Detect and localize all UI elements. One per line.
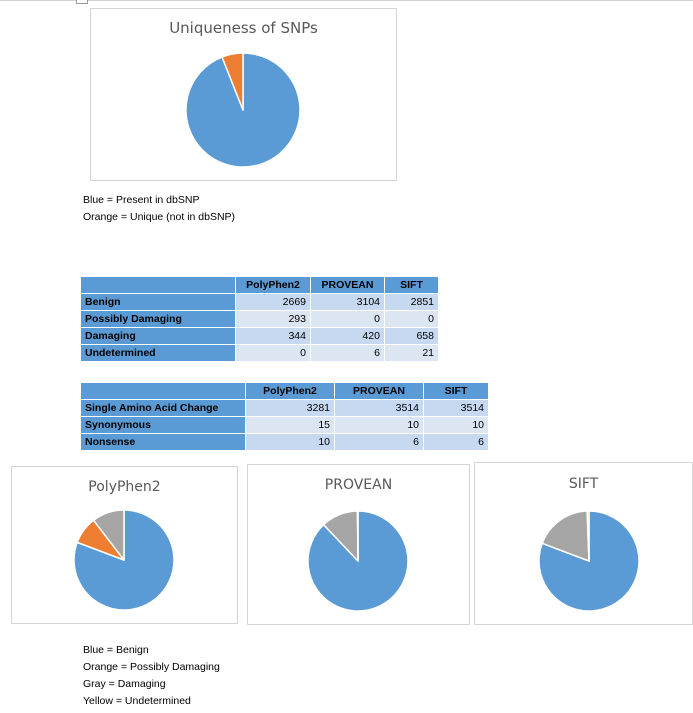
pie-slice[interactable] <box>538 510 640 612</box>
row-label: Benign <box>81 294 235 310</box>
top-border-line <box>0 0 693 1</box>
chart-title: SIFT <box>568 476 599 492</box>
cell: 2669 <box>236 294 310 310</box>
table-row: Undetermined 0 6 21 <box>81 345 438 361</box>
row-label: Nonsense <box>81 434 245 450</box>
legend-line: Yellow = Undetermined <box>83 695 191 707</box>
legend-line: Orange = Possibly Damaging <box>83 661 220 673</box>
header-polyphen2: PolyPhen2 <box>236 277 310 293</box>
mutation-type-table: PolyPhen2 PROVEAN SIFT Single Amino Acid… <box>80 382 489 451</box>
cell: 10 <box>246 434 334 450</box>
cell: 10 <box>335 417 423 433</box>
legend-line: Blue = Benign <box>83 644 149 656</box>
cell: 6 <box>335 434 423 450</box>
cell: 10 <box>424 417 488 433</box>
header-polyphen2: PolyPhen2 <box>246 383 334 399</box>
header-sift: SIFT <box>385 277 438 293</box>
chart-sift[interactable]: SIFT <box>474 462 693 625</box>
pie-chart <box>307 510 409 612</box>
chart-provean[interactable]: PROVEAN <box>247 464 470 625</box>
cell: 0 <box>236 345 310 361</box>
row-label: Synonymous <box>81 417 245 433</box>
header-blank <box>81 277 235 293</box>
cell: 3514 <box>335 400 423 416</box>
table-row: Benign 2669 3104 2851 <box>81 294 438 310</box>
header-provean: PROVEAN <box>335 383 423 399</box>
pie-slice[interactable] <box>356 510 359 562</box>
cell: 6 <box>424 434 488 450</box>
pie-slice[interactable] <box>92 509 125 561</box>
cell: 3104 <box>311 294 384 310</box>
cell: 344 <box>236 328 310 344</box>
row-label: Damaging <box>81 328 235 344</box>
legend-line: Gray = Damaging <box>83 678 166 690</box>
pie-slice[interactable] <box>73 509 175 611</box>
table-row: Nonsense 10 6 6 <box>81 434 488 450</box>
chart-title: Uniqueness of SNPs <box>169 19 318 37</box>
pie-slice[interactable] <box>586 510 590 562</box>
pie-chart <box>73 509 175 611</box>
header-provean: PROVEAN <box>311 277 384 293</box>
pie-chart <box>538 510 640 612</box>
cell: 3514 <box>424 400 488 416</box>
legend-uniqueness: Blue = Present in dbSNP Orange = Unique … <box>83 192 235 226</box>
table-row: Possibly Damaging 293 0 0 <box>81 311 438 327</box>
table-row: Synonymous 15 10 10 <box>81 417 488 433</box>
header-blank <box>81 383 245 399</box>
table-row: Damaging 344 420 658 <box>81 328 438 344</box>
legend-predictions: Blue = Benign Orange = Possibly Damaging… <box>83 642 220 710</box>
prediction-table: PolyPhen2 PROVEAN SIFT Benign 2669 3104 … <box>80 276 439 362</box>
cell: 420 <box>311 328 384 344</box>
pie-slice[interactable] <box>541 510 590 562</box>
cell: 2851 <box>385 294 438 310</box>
cell: 15 <box>246 417 334 433</box>
cell: 293 <box>236 311 310 327</box>
chart-uniqueness[interactable]: Uniqueness of SNPs <box>90 8 397 181</box>
cell: 3281 <box>246 400 334 416</box>
row-label: Possibly Damaging <box>81 311 235 327</box>
legend-line: Blue = Present in dbSNP <box>83 194 200 206</box>
pie-chart <box>185 52 301 168</box>
cell: 0 <box>311 311 384 327</box>
cell: 0 <box>385 311 438 327</box>
row-label: Single Amino Acid Change <box>81 400 245 416</box>
cell: 21 <box>385 345 438 361</box>
chart-title: PolyPhen2 <box>88 479 161 495</box>
cell: 658 <box>385 328 438 344</box>
table-row: Single Amino Acid Change 3281 3514 3514 <box>81 400 488 416</box>
anchor-marker <box>76 0 88 4</box>
pie-slice[interactable] <box>221 52 244 111</box>
legend-line: Orange = Unique (not in dbSNP) <box>83 211 236 223</box>
chart-polyphen2[interactable]: PolyPhen2 <box>11 466 238 624</box>
cell: 6 <box>311 345 384 361</box>
row-label: Undetermined <box>81 345 235 361</box>
chart-title: PROVEAN <box>324 477 393 493</box>
header-sift: SIFT <box>424 383 488 399</box>
